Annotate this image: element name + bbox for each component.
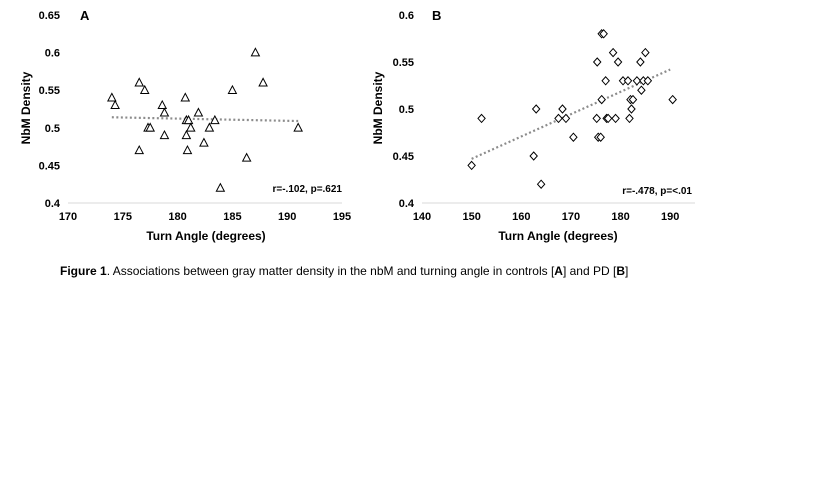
- panel-b-x-axis-title: Turn Angle (degrees): [498, 229, 617, 243]
- panel-a-data-point: [204, 122, 215, 132]
- panel-a-chart: A 0.4 0.45 0.5 0.55 0.6 0.65 170 175 180 185 190 1…: [19, 8, 351, 243]
- panel-a-data-point: [159, 107, 170, 117]
- panel-a-y-tick-label: 0.4: [45, 198, 61, 210]
- panel-b-x-tick-label: 180: [611, 211, 629, 223]
- panel-a-annotation: r=-.102, p=.621: [273, 184, 343, 195]
- panel-b-y-tick-label: 0.6: [399, 10, 414, 22]
- panel-b-data-point: [625, 113, 634, 124]
- panel-a-data-point: [227, 84, 238, 94]
- panel-a-data-point: [215, 182, 226, 192]
- panel-a-data-point: [182, 144, 193, 155]
- panel-b-data-point: [531, 104, 541, 114]
- panel-a-data-point: [180, 92, 191, 102]
- panel-b-data-point: [536, 179, 546, 189]
- panel-b-trendline: [471, 68, 671, 160]
- panel-b-data-point: [627, 104, 636, 114]
- panel-a-data-point: [107, 92, 117, 102]
- panel-b-annotation: r=-.478, p=<.01: [622, 186, 692, 197]
- panel-b-y-tick-label: 0.4: [399, 198, 415, 210]
- panel-b-x-tick-label: 140: [413, 211, 431, 223]
- panel-a-data-point: [210, 114, 220, 125]
- panel-a-data-point: [110, 99, 120, 110]
- panel-a-data-point: [157, 99, 168, 110]
- panel-a-x-tick-label: 175: [114, 211, 132, 223]
- panel-b-data-point: [628, 94, 638, 105]
- panel-a-data-point: [185, 122, 196, 132]
- panel-a-y-axis-title: NbM Density: [19, 71, 33, 144]
- panel-b-data-point: [561, 113, 571, 124]
- panel-a-data-point: [159, 129, 170, 140]
- panel-b-data-point: [637, 85, 646, 95]
- panel-b-x-tick-label: 160: [512, 211, 530, 223]
- panel-b-y-axis-title: NbM Density: [371, 71, 385, 144]
- panel-b-data-point: [596, 132, 605, 142]
- panel-b-y-tick-label: 0.5: [399, 104, 414, 116]
- panel-b-x-tick-label: 150: [462, 211, 480, 223]
- panel-a-trendline: [111, 116, 299, 123]
- panel-b-data-point: [554, 113, 563, 124]
- panel-a-y-tick-label: 0.55: [39, 85, 60, 97]
- panel-a-data-point: [134, 77, 145, 87]
- panel-b-data-point: [611, 113, 620, 124]
- panel-b-data-point: [477, 113, 486, 124]
- panel-a-x-tick-label: 180: [168, 211, 186, 223]
- panel-a-data-point: [241, 152, 252, 162]
- panel-b-x-tick-label: 190: [661, 211, 679, 223]
- panel-a-label: A: [80, 8, 90, 23]
- panel-b-data-point: [569, 132, 578, 142]
- caption-text-2: ] and PD [: [562, 264, 617, 278]
- panel-a-y-tick-label: 0.5: [45, 123, 60, 135]
- panel-b-data-point: [668, 94, 677, 105]
- panel-a-data-point: [145, 122, 156, 132]
- panel-b-data-point: [601, 76, 610, 86]
- panel-a-y-tick-label: 0.65: [39, 10, 60, 22]
- panel-a-data-point: [134, 144, 145, 155]
- panel-b-data-point: [603, 113, 613, 124]
- panel-b-data-point: [641, 47, 650, 58]
- panel-a-data-point: [181, 129, 192, 140]
- panel-a-x-tick-label: 185: [223, 211, 241, 223]
- panel-a-data-point: [250, 47, 261, 57]
- panel-b-data-point: [608, 47, 618, 58]
- panel-b-data-point: [467, 160, 476, 171]
- panel-a-x-tick-label: 190: [278, 211, 296, 223]
- caption-text-3: ]: [625, 264, 629, 278]
- panel-b-data-point: [592, 113, 601, 124]
- panel-b-data-point: [558, 104, 567, 114]
- panel-b-data-point: [632, 76, 642, 86]
- panel-b-y-tick-label: 0.45: [393, 151, 414, 163]
- panel-a-x-axis-title: Turn Angle (degrees): [146, 229, 265, 243]
- panel-a-data-point: [193, 107, 204, 117]
- caption-ref-a: A: [554, 264, 563, 278]
- caption-ref-b: B: [616, 264, 625, 278]
- panel-b-x-tick-label: 170: [562, 211, 580, 223]
- panel-b-data-point: [643, 76, 653, 86]
- panel-a-data-point: [199, 137, 209, 147]
- panel-b-data-point: [599, 29, 608, 39]
- panel-b-y-tick-label: 0.55: [393, 57, 414, 69]
- panel-b-data-point: [592, 57, 602, 67]
- panel-b-data-point: [623, 76, 633, 86]
- panel-b-data-point: [636, 57, 645, 67]
- panel-b-data-point: [597, 94, 606, 105]
- panel-b-label: B: [432, 8, 441, 23]
- panel-a-data-point: [183, 114, 194, 125]
- panel-a-y-tick-label: 0.45: [39, 160, 60, 172]
- figure-label: Figure 1: [60, 264, 107, 278]
- panel-b-data-point: [529, 151, 538, 161]
- panel-a-data-point: [139, 84, 150, 94]
- caption-text-1: . Associations between gray matter densi…: [106, 264, 555, 278]
- figure-caption: Figure 1. Associations between gray matt…: [60, 264, 680, 279]
- panel-a-y-tick-label: 0.6: [45, 48, 60, 60]
- panel-a-data-point: [293, 122, 303, 132]
- panel-a-x-tick-label: 170: [59, 211, 77, 223]
- panel-a-data-point: [258, 77, 268, 87]
- panel-a-x-tick-label: 195: [333, 211, 351, 223]
- panel-b-chart: B 0.4 0.45 0.5 0.55 0.6 140 150 160 170 180 190 r…: [371, 8, 695, 243]
- panel-b-data-point: [613, 57, 623, 67]
